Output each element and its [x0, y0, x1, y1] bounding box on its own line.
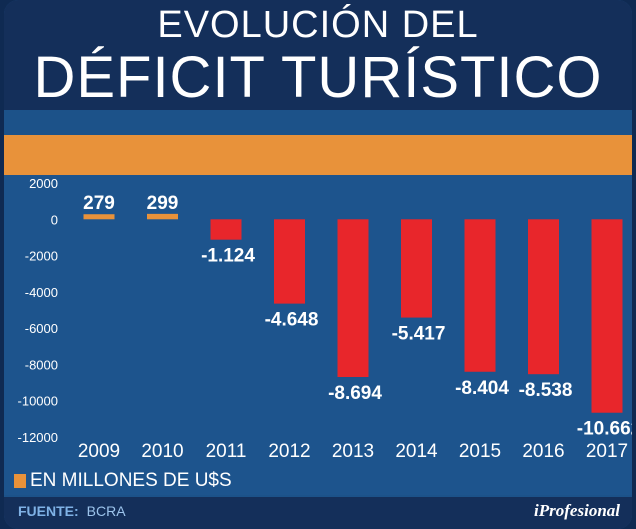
- source-key: FUENTE:: [18, 503, 79, 519]
- bar-chart: 2000 0 -2000 -4000 -6000 -8000 -10000 -12000 279…: [18, 176, 632, 462]
- x-tick-label: 2016: [522, 441, 564, 462]
- bar: [210, 219, 242, 240]
- data-label: -1.124: [201, 246, 255, 267]
- title-line-1: EVOLUCIÓN DEL: [157, 4, 479, 46]
- title-line-2: DÉFICIT TURÍSTICO: [33, 45, 603, 110]
- y-tick-label: -10000: [18, 394, 58, 409]
- legend: EN MILLONES DE U$S: [14, 470, 232, 492]
- data-label: -8.404: [455, 378, 509, 399]
- footer: FUENTE: BCRA iProfesional: [4, 497, 632, 529]
- x-tick-label: 2012: [268, 441, 310, 462]
- y-tick-label: 2000: [29, 176, 58, 191]
- decorative-band: [4, 135, 632, 175]
- data-label: 279: [83, 193, 115, 214]
- data-label: -8.538: [519, 380, 573, 401]
- y-tick-label: 0: [51, 212, 58, 227]
- data-label: -5.417: [392, 324, 446, 345]
- x-tick-label: 2013: [332, 441, 374, 462]
- bar: [528, 219, 559, 375]
- x-tick-label: 2015: [459, 441, 501, 462]
- bar: [401, 219, 432, 318]
- legend-label: EN MILLONES DE U$S: [30, 470, 232, 491]
- y-tick-label: -8000: [25, 357, 58, 372]
- chart-background: [4, 175, 632, 495]
- data-label: 299: [147, 193, 179, 214]
- y-tick-label: -2000: [25, 249, 58, 264]
- bar: [274, 219, 305, 304]
- data-label: -10.662: [577, 419, 632, 440]
- x-tick-label: 2011: [206, 441, 247, 462]
- x-tick-label: 2010: [141, 441, 183, 462]
- x-tick-label: 2009: [78, 441, 120, 462]
- bar: [147, 213, 178, 220]
- bar: [591, 219, 623, 413]
- x-tick-label: 2014: [395, 441, 438, 462]
- brand-logo: iProfesional: [534, 501, 620, 520]
- y-tick-label: -4000: [25, 285, 58, 300]
- source: FUENTE: BCRA: [18, 503, 126, 519]
- bar: [83, 214, 115, 220]
- data-label: -4.648: [265, 310, 319, 331]
- y-tick-label: -12000: [18, 430, 58, 445]
- bar: [337, 219, 369, 378]
- legend-swatch: [14, 474, 26, 488]
- header: EVOLUCIÓN DEL DÉFICIT TURÍSTICO: [4, 0, 632, 110]
- y-tick-label: -6000: [25, 321, 58, 336]
- data-label: -8.694: [328, 383, 382, 404]
- x-tick-label: 2017: [586, 441, 628, 462]
- infographic-frame: EVOLUCIÓN DEL DÉFICIT TURÍSTICO 2000 0 -20…: [4, 0, 632, 529]
- source-value: BCRA: [86, 503, 126, 519]
- bar: [464, 219, 496, 372]
